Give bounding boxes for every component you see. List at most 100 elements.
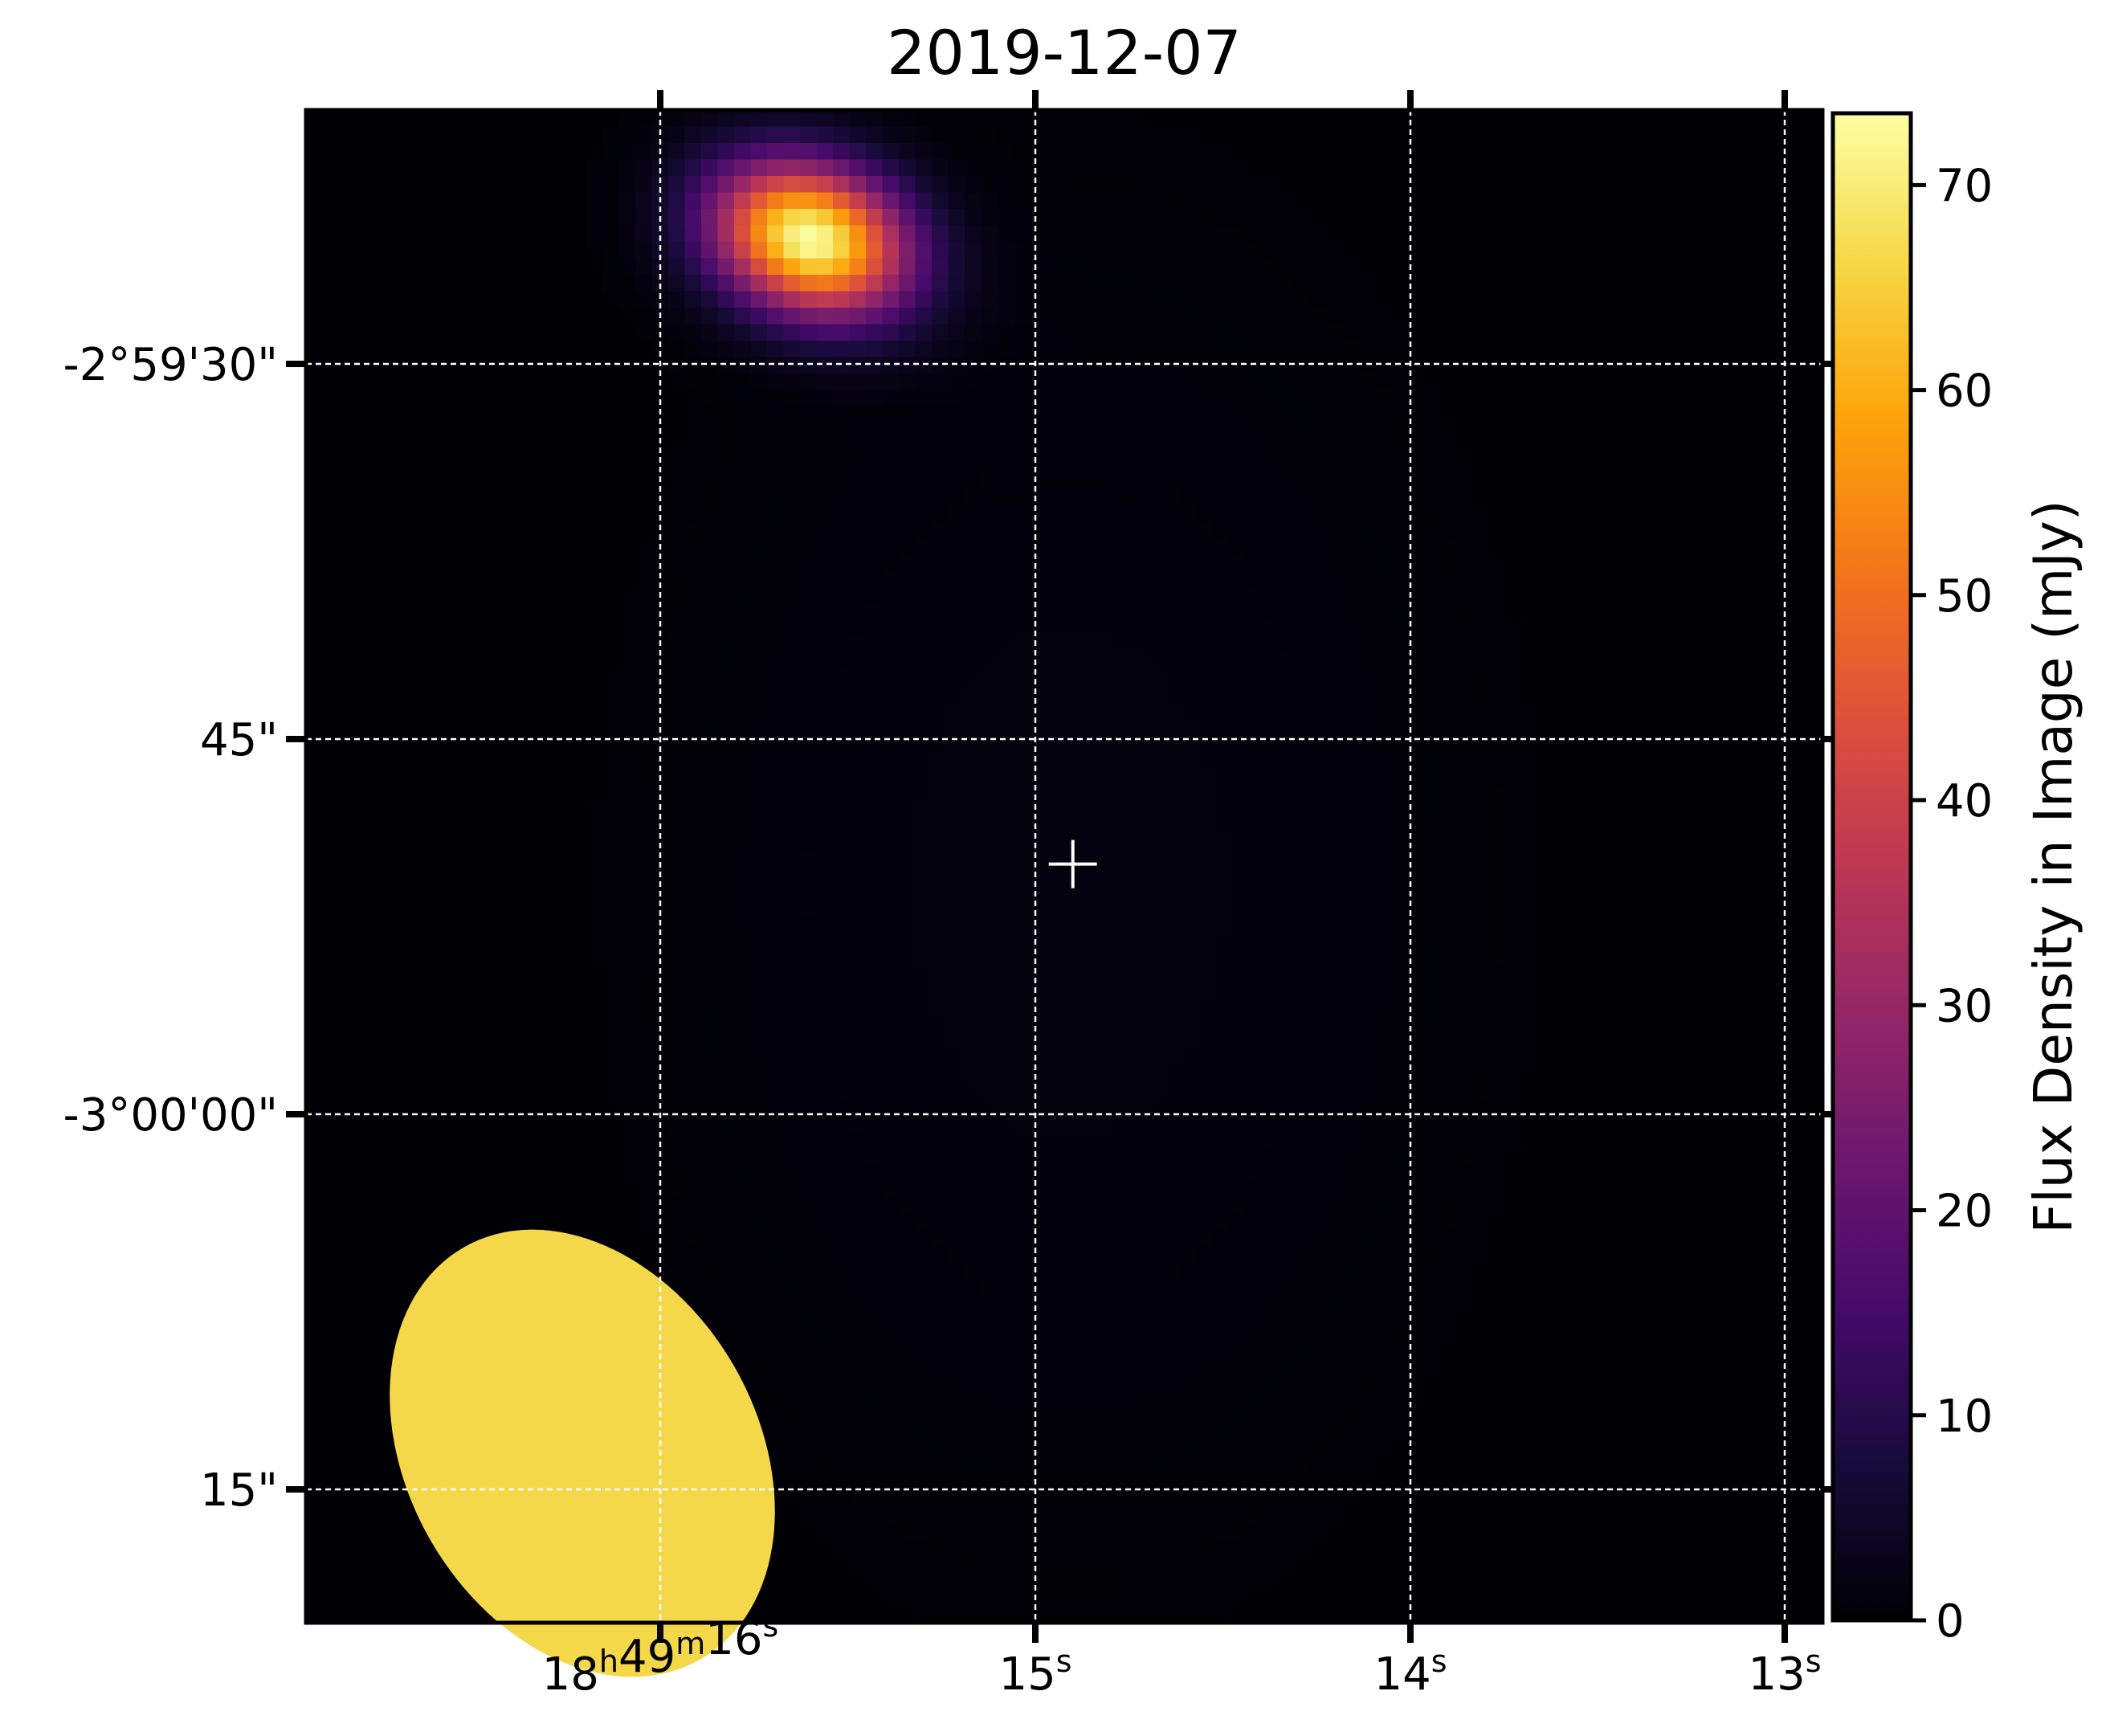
heatmap-cell <box>1195 258 1213 276</box>
heatmap-cell <box>1063 423 1081 440</box>
heatmap-cell <box>1079 423 1097 440</box>
heatmap-cell <box>1031 275 1048 292</box>
heatmap-cell <box>1211 1048 1229 1066</box>
heatmap-cell <box>750 670 768 688</box>
heatmap-cell <box>1244 1230 1262 1248</box>
heatmap-cell <box>783 1081 801 1099</box>
heatmap-cell <box>1211 901 1229 918</box>
heatmap-cell <box>1014 505 1031 523</box>
heatmap-cell <box>783 703 801 721</box>
heatmap-cell <box>1261 472 1279 490</box>
heatmap-cell <box>932 719 949 737</box>
heatmap-cell <box>635 719 653 737</box>
heatmap-cell <box>1228 159 1246 177</box>
heatmap-cell <box>1063 785 1081 803</box>
heatmap-cell <box>1376 1296 1394 1313</box>
heatmap-cell <box>586 868 603 885</box>
heatmap-cell <box>1178 242 1196 259</box>
heatmap-cell <box>1376 1329 1394 1346</box>
heatmap-cell <box>618 1114 636 1132</box>
heatmap-cell <box>1244 1114 1262 1132</box>
heatmap-cell <box>1277 1329 1295 1346</box>
heatmap-cell <box>899 455 916 473</box>
heatmap-cell <box>1426 1131 1443 1149</box>
heatmap-cell <box>899 802 916 819</box>
heatmap-cell <box>1409 933 1426 951</box>
heatmap-cell <box>1492 966 1509 984</box>
heatmap-cell <box>1261 571 1279 589</box>
heatmap-cell <box>816 802 834 819</box>
heatmap-cell <box>734 275 752 292</box>
heatmap-cell <box>1294 1263 1312 1281</box>
heatmap-cell <box>1376 439 1394 457</box>
heatmap-cell <box>1261 390 1279 407</box>
heatmap-cell <box>618 966 636 984</box>
heatmap-cell <box>1277 802 1295 819</box>
heatmap-cell <box>1145 653 1163 671</box>
heatmap-cell <box>981 719 998 737</box>
heatmap-cell <box>1244 324 1262 341</box>
heatmap-cell <box>1079 1048 1097 1066</box>
heatmap-cell <box>1294 1312 1312 1330</box>
heatmap-cell <box>602 176 620 194</box>
heatmap-cell <box>1211 1312 1229 1330</box>
heatmap-cell <box>1492 670 1509 688</box>
heatmap-cell <box>1492 1197 1509 1215</box>
heatmap-cell <box>998 950 1015 967</box>
heatmap-cell <box>1376 835 1394 852</box>
heatmap-cell <box>849 538 867 556</box>
heatmap-cell <box>1409 1296 1426 1313</box>
heatmap-cell <box>965 1460 982 1478</box>
heatmap-cell <box>932 1444 949 1461</box>
heatmap-cell <box>1063 686 1081 704</box>
heatmap-cell <box>1195 752 1213 770</box>
heatmap-cell <box>1277 670 1295 688</box>
heatmap-cell <box>1145 670 1163 688</box>
heatmap-cell <box>1244 1197 1262 1215</box>
heatmap-cell <box>1079 1362 1097 1379</box>
heatmap-cell <box>635 802 653 819</box>
heatmap-cell <box>1079 1542 1097 1560</box>
heatmap-cell <box>1360 472 1377 490</box>
heatmap-cell <box>1475 686 1492 704</box>
heatmap-cell <box>1310 505 1328 523</box>
heatmap-cell <box>701 505 719 523</box>
heatmap-cell <box>1096 110 1114 128</box>
heatmap-cell <box>1031 1493 1048 1511</box>
heatmap-cell <box>1310 1246 1328 1264</box>
heatmap-cell <box>1195 1542 1213 1560</box>
heatmap-cell <box>1014 439 1031 457</box>
heatmap-cell <box>1129 604 1147 622</box>
heatmap-cell <box>1360 851 1377 868</box>
heatmap-cell <box>1492 620 1509 638</box>
heatmap-cell <box>1047 719 1064 737</box>
heatmap-cell <box>1063 192 1081 210</box>
heatmap-cell <box>1195 769 1213 786</box>
heatmap-cell <box>981 291 998 308</box>
heatmap-cell <box>1096 1279 1114 1297</box>
heatmap-cell <box>651 1131 669 1149</box>
heatmap-cell <box>866 1526 884 1544</box>
heatmap-cell <box>767 275 785 292</box>
heatmap-cell <box>1211 1081 1229 1099</box>
heatmap-cell <box>1162 982 1180 1000</box>
heatmap-cell <box>1277 917 1295 934</box>
heatmap-cell <box>1343 538 1361 556</box>
heatmap-cell <box>1014 1542 1031 1560</box>
heatmap-cell <box>816 341 834 358</box>
heatmap-cell <box>1261 1015 1279 1033</box>
heatmap-cell <box>1079 1444 1097 1461</box>
heatmap-cell <box>717 159 735 177</box>
heatmap-cell <box>1195 1065 1213 1083</box>
heatmap-cell <box>948 604 965 622</box>
heatmap-cell <box>849 1263 867 1281</box>
heatmap-cell <box>1426 1098 1443 1116</box>
heatmap-cell <box>1112 1164 1130 1182</box>
heatmap-cell <box>1294 1032 1312 1050</box>
heatmap-cell <box>965 406 982 424</box>
heatmap-cell <box>684 242 702 259</box>
heatmap-cell <box>800 324 818 341</box>
heatmap-cell <box>1178 439 1196 457</box>
heatmap-cell <box>1277 982 1295 1000</box>
heatmap-cell <box>1228 341 1246 358</box>
